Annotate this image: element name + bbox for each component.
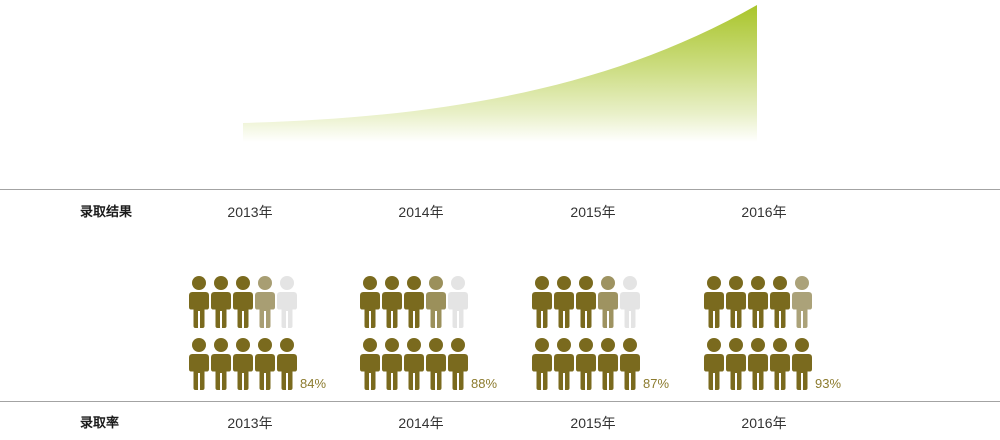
pictogram-group: 93% [704,276,844,391]
person-filled-icon [277,338,297,390]
person-filled-icon [189,276,209,328]
rate-year-label: 2014年 [398,415,444,431]
growth-curve-area [243,5,757,142]
person-filled-icon [576,338,596,390]
person-icon-set [189,276,297,390]
person-partial-icon [792,276,812,328]
person-filled-icon [554,338,574,390]
person-empty-icon [620,276,640,328]
percent-label: 87% [643,376,670,391]
person-empty-icon [448,276,468,328]
person-partial-icon [426,276,446,328]
divider-bottom [0,401,1000,402]
person-filled-icon [792,338,812,390]
person-filled-icon [211,276,231,328]
person-filled-icon [404,338,424,390]
results-year-label: 2016年 [741,204,787,220]
person-filled-icon [233,276,253,328]
person-filled-icon [211,338,231,390]
person-filled-icon [255,338,275,390]
person-filled-icon [704,276,724,328]
percent-label: 93% [815,376,842,391]
rate-year-label: 2016年 [741,415,787,431]
person-partial-icon [255,276,275,328]
person-filled-icon [620,338,640,390]
pictogram-group: 88% [360,276,500,391]
results-year-label: 2015年 [570,204,616,220]
person-filled-icon [770,276,790,328]
person-filled-icon [404,276,424,328]
growth-curve [243,5,757,142]
row-label-results: 录取结果 [80,204,133,219]
person-filled-icon [382,276,402,328]
person-filled-icon [576,276,596,328]
person-filled-icon [189,338,209,390]
person-filled-icon [598,338,618,390]
person-filled-icon [726,276,746,328]
rate-year-label: 2013年 [227,415,273,431]
row-label-rate: 录取率 [80,415,120,430]
person-filled-icon [532,276,552,328]
person-empty-icon [277,276,297,328]
person-filled-icon [770,338,790,390]
person-filled-icon [426,338,446,390]
person-filled-icon [233,338,253,390]
person-filled-icon [554,276,574,328]
rate-year-label: 2015年 [570,415,616,431]
person-filled-icon [382,338,402,390]
person-filled-icon [748,276,768,328]
person-icon-set [360,276,468,390]
percent-label: 84% [300,376,327,391]
person-filled-icon [748,338,768,390]
percent-label: 88% [471,376,498,391]
results-year-label: 2013年 [227,204,273,220]
person-filled-icon [704,338,724,390]
person-icon-set [532,276,640,390]
pictogram-group: 87% [532,276,672,391]
person-filled-icon [448,338,468,390]
person-icon-set [704,276,812,390]
person-filled-icon [532,338,552,390]
person-filled-icon [360,276,380,328]
divider-top [0,189,1000,190]
results-year-label: 2014年 [398,204,444,220]
person-partial-icon [598,276,618,328]
person-filled-icon [360,338,380,390]
pictogram-group: 84% [189,276,329,391]
person-filled-icon [726,338,746,390]
